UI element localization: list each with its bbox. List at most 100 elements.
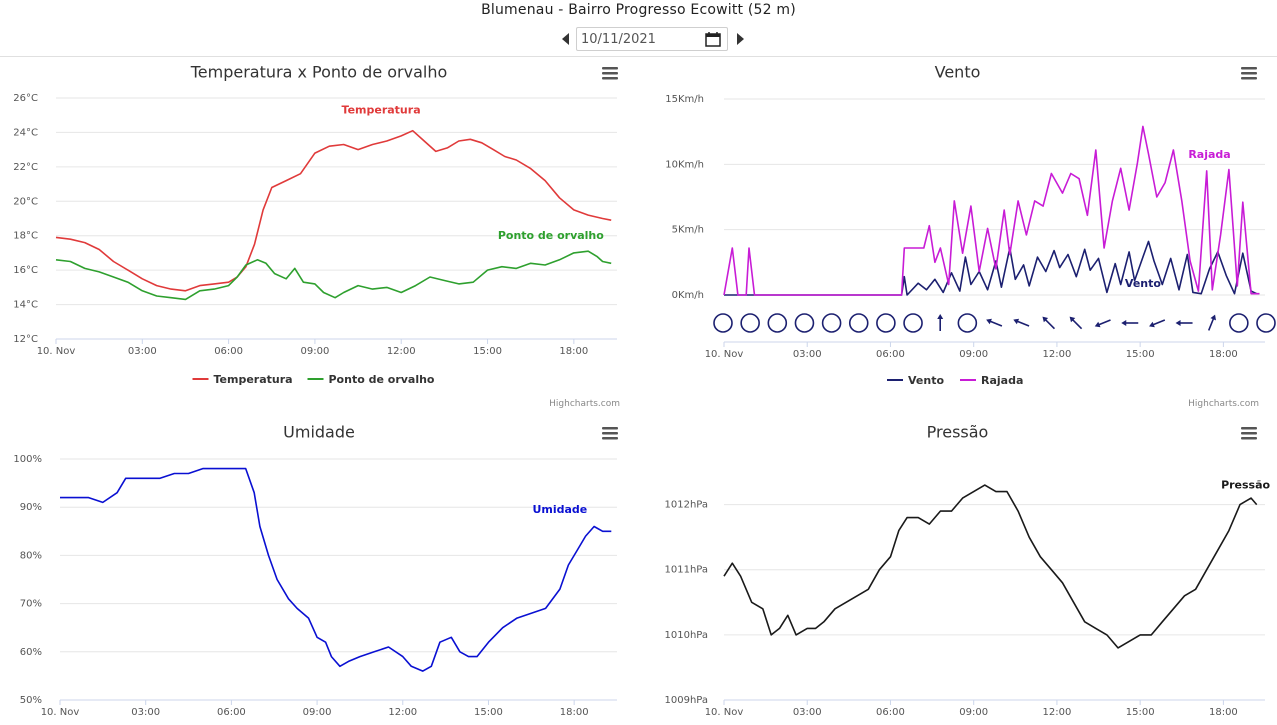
y-tick-label: 70% (20, 599, 42, 610)
legend-label: Vento (908, 374, 944, 387)
y-tick-label: 1011hPa (665, 565, 709, 576)
hum-svg: Umidade 50% 60% 70% 80% 90% 100% 10. Nov 03:00 06… (13, 423, 618, 718)
y-tick-label: 1012hPa (665, 500, 709, 511)
series-data-label: Temperatura (342, 103, 421, 116)
y-tick-label: 0Km/h (672, 290, 704, 301)
legend-item-vento[interactable]: Vento (887, 374, 944, 387)
next-day-button[interactable] (735, 32, 747, 48)
series-line-rajada (723, 125, 1260, 296)
y-tick-label: 5Km/h (672, 225, 704, 236)
series-data-label: Rajada (1188, 148, 1230, 161)
series-line-umidade (60, 467, 612, 672)
wind-arrow-icon (1121, 320, 1139, 326)
x-tick-label: 06:00 (217, 707, 246, 718)
x-tick-label: 18:00 (560, 707, 589, 718)
x-tick-label: 06:00 (876, 349, 905, 360)
x-tick-label: 09:00 (303, 707, 332, 718)
wind-arrow-icon (1207, 314, 1216, 331)
caret-left-icon (562, 33, 569, 45)
y-tick-label: 24°C (13, 127, 38, 138)
chart-title: Vento (935, 63, 981, 82)
legend-item-temperatura[interactable]: Temperatura (192, 373, 293, 386)
series-data-label: Vento (1125, 277, 1161, 290)
x-tick-label: 03:00 (128, 346, 157, 357)
y-tick-label: 1010hPa (665, 630, 709, 641)
x-tick-label: 15:00 (1126, 707, 1155, 718)
x-tick-label: 12:00 (1043, 707, 1072, 718)
wind-arrow-icon (1094, 319, 1111, 328)
chart-menu-icon[interactable] (602, 67, 618, 80)
series-line-vento (724, 240, 1258, 296)
x-tick-label: 12:00 (387, 346, 416, 357)
x-tick-label: 06:00 (214, 346, 243, 357)
humidity-chart: Umidade 50% 60% 70% 80% 90% 100% 10. Nov 03:00 06… (0, 414, 638, 725)
y-tick-label: 16°C (13, 265, 38, 276)
caret-right-icon (737, 33, 744, 45)
x-tick-label: 18:00 (1209, 707, 1238, 718)
temperature-chart: Temperatura x Ponto de orvalho 12°C 14°C 16… (0, 56, 638, 412)
legend-label: Rajada (981, 374, 1023, 387)
chart-menu-icon[interactable] (1241, 427, 1257, 440)
legend-item-ponto-de-orvalho[interactable]: Ponto de orvalho (307, 373, 435, 386)
wind-arrow-icon (1175, 320, 1193, 326)
y-tick-label: 15Km/h (665, 94, 704, 105)
chart-menu-icon[interactable] (1241, 67, 1257, 80)
x-tick-label: 10. Nov (37, 346, 76, 357)
wind-chart: Vento 0Km/h 5Km/h 10Km/h 15Km/h 10. Nov 03:00 0… (638, 56, 1277, 412)
wind-svg: Vento 0Km/h 5Km/h 10Km/h 15Km/h 10. Nov 03:00 0… (665, 63, 1276, 409)
x-tick-label: 09:00 (959, 349, 988, 360)
y-tick-label: 18°C (13, 231, 38, 242)
series-data-label: Ponto de orvalho (498, 229, 604, 242)
y-tick-label: 100% (13, 454, 42, 465)
chart-title: Pressão (927, 423, 989, 442)
page-header: Blumenau - Bairro Progresso Ecowitt (52 … (0, 0, 1277, 57)
date-value: 10/11/2021 (581, 32, 656, 47)
x-tick-label: 10. Nov (705, 349, 744, 360)
y-tick-label: 60% (20, 647, 42, 658)
wind-arrow-icon (1042, 316, 1056, 330)
y-tick-label: 10Km/h (665, 159, 704, 170)
x-tick-label: 03:00 (793, 707, 822, 718)
chart-title: Temperatura x Ponto de orvalho (190, 63, 448, 82)
x-tick-label: 15:00 (1126, 349, 1155, 360)
wind-arrow-icon (937, 314, 944, 331)
x-tick-label: 18:00 (559, 346, 588, 357)
x-tick-label: 12:00 (1043, 349, 1072, 360)
y-tick-label: 26°C (13, 93, 38, 104)
y-tick-label: 90% (20, 502, 42, 513)
date-field[interactable]: 10/11/2021 (576, 27, 728, 51)
x-tick-label: 15:00 (473, 346, 502, 357)
chart-menu-icon[interactable] (602, 427, 618, 440)
press-svg: Pressão 1009hPa 1010hPa 1011hPa 1012hPa 10. N… (665, 423, 1271, 719)
legend-label: Ponto de orvalho (329, 373, 435, 386)
wind-arrow-icon (1069, 316, 1083, 330)
highcharts-credits[interactable]: Highcharts.com (549, 399, 620, 409)
y-tick-label: 80% (20, 550, 42, 561)
station-title: Blumenau - Bairro Progresso Ecowitt (52 … (481, 2, 796, 18)
calm-circle-icon (821, 313, 842, 333)
highcharts-credits[interactable]: Highcharts.com (1188, 399, 1259, 409)
legend-item-rajada[interactable]: Rajada (960, 374, 1023, 387)
x-tick-label: 09:00 (959, 707, 988, 718)
calm-circle-icon (740, 313, 760, 333)
x-tick-label: 18:00 (1209, 349, 1238, 360)
calm-circle-icon (794, 313, 815, 333)
previous-day-button[interactable] (561, 32, 573, 48)
x-tick-label: 15:00 (474, 707, 503, 718)
calm-circle-icon (957, 313, 978, 333)
calendar-icon (705, 32, 721, 47)
wind-arrow-icon (986, 318, 1003, 327)
series-line-temperatura (55, 129, 612, 292)
calm-circle-icon (1256, 313, 1276, 333)
x-tick-label: 10. Nov (705, 707, 744, 718)
calm-circle-icon (767, 313, 788, 333)
x-tick-label: 06:00 (876, 707, 905, 718)
pressure-chart: Pressão 1009hPa 1010hPa 1011hPa 1012hPa 10. N… (638, 414, 1277, 725)
calm-circle-icon (903, 313, 923, 333)
x-tick-label: 09:00 (301, 346, 330, 357)
y-tick-label: 22°C (13, 162, 38, 173)
wind-direction-row (713, 313, 1276, 333)
temp-svg: Temperatura x Ponto de orvalho 12°C 14°C 16… (13, 63, 620, 410)
y-tick-label: 12°C (13, 334, 38, 345)
x-tick-label: 03:00 (793, 349, 822, 360)
